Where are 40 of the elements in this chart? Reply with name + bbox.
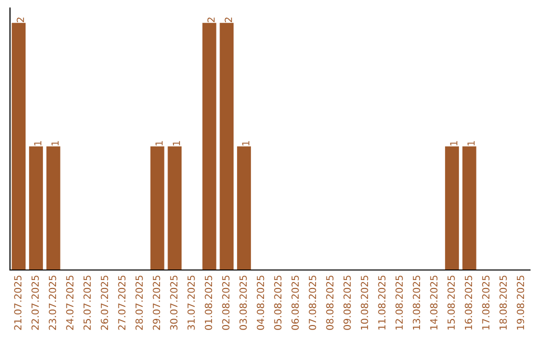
- data-label: 1: [242, 141, 250, 146]
- x-tick-label: 24.07.2025: [66, 276, 74, 330]
- x-tick-label: 25.07.2025: [83, 276, 91, 330]
- x-tick-label: 14.08.2025: [430, 276, 438, 330]
- x-tick-label: 07.08.2025: [308, 276, 316, 330]
- x-tick-label: 03.08.2025: [239, 276, 247, 330]
- x-tick-label: 13.08.2025: [412, 276, 420, 330]
- x-tick-label: 17.08.2025: [482, 276, 490, 330]
- x-tick-label: 29.07.2025: [152, 276, 160, 330]
- x-tick-label: 23.07.2025: [48, 276, 56, 330]
- x-tick-label: 19.08.2025: [516, 276, 524, 330]
- x-tick-label: 10.08.2025: [360, 276, 368, 330]
- data-label: 1: [450, 141, 458, 146]
- data-label: 1: [172, 141, 180, 146]
- x-tick-label: 02.08.2025: [222, 276, 230, 330]
- data-label: 2: [16, 18, 24, 22]
- data-label: 2: [224, 18, 232, 22]
- x-tick-label: 16.08.2025: [464, 276, 472, 330]
- x-tick-label: 12.08.2025: [395, 276, 403, 330]
- x-tick-label: 28.07.2025: [135, 276, 143, 330]
- x-tick-label: 06.08.2025: [291, 276, 299, 330]
- x-tick-label: 01.08.2025: [204, 276, 212, 330]
- x-tick-label: 30.07.2025: [170, 276, 178, 330]
- x-tick-label: 15.08.2025: [447, 276, 455, 330]
- x-tick-label: 18.08.2025: [499, 276, 507, 330]
- x-tick-label: 22.07.2025: [31, 276, 39, 330]
- data-label: 1: [34, 141, 42, 146]
- x-tick-label: 04.08.2025: [256, 276, 264, 330]
- x-tick-label: 09.08.2025: [343, 276, 351, 330]
- x-tick-label: 21.07.2025: [14, 276, 22, 330]
- x-tick-label: 27.07.2025: [118, 276, 126, 330]
- data-label: 1: [468, 141, 475, 146]
- x-tick-label: 11.08.2025: [378, 276, 386, 330]
- x-tick-label: 08.08.2025: [326, 276, 334, 330]
- x-tick-label: 26.07.2025: [100, 276, 108, 330]
- x-tick-label: 31.07.2025: [187, 276, 195, 330]
- data-label: 2: [207, 18, 215, 22]
- x-tick-label: 05.08.2025: [274, 276, 282, 330]
- data-label: 1: [156, 141, 163, 146]
- data-label: 1: [52, 141, 59, 146]
